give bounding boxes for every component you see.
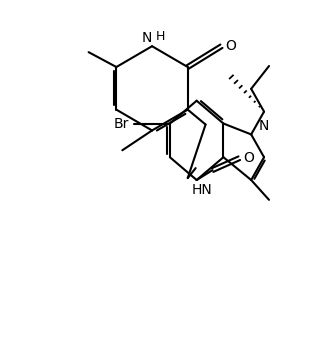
Text: HN: HN [191,183,212,197]
Text: N: N [142,31,152,45]
Text: O: O [225,39,236,53]
Text: O: O [243,151,254,165]
Text: N: N [259,119,269,134]
Text: H: H [155,30,165,43]
Text: Br: Br [114,117,129,131]
